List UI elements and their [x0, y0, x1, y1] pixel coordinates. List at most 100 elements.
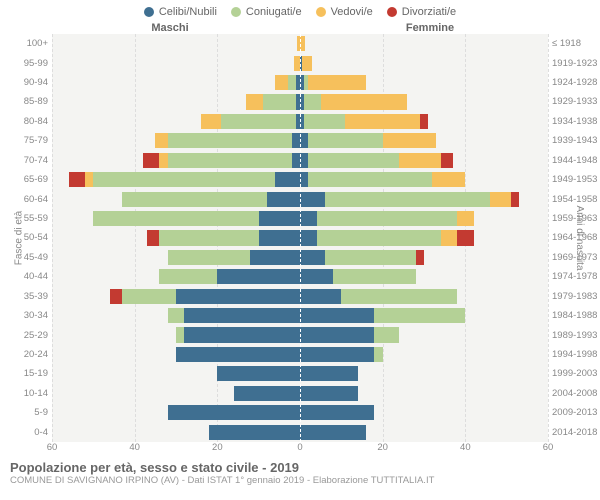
center-line — [300, 34, 301, 442]
bar-segment — [300, 308, 374, 323]
bar-stack — [300, 192, 519, 207]
bar-segment — [267, 192, 300, 207]
bar-segment — [300, 289, 341, 304]
bar-female — [300, 248, 548, 267]
yaxis-right-tick: 1924-1928 — [552, 73, 600, 92]
bar-male — [52, 325, 300, 344]
bar-stack — [246, 94, 300, 109]
bar-segment — [302, 56, 312, 71]
yaxis-left-tick: 95-99 — [0, 53, 48, 72]
bar-male — [52, 92, 300, 111]
gender-right-label: Femmine — [300, 22, 600, 34]
bar-segment — [317, 230, 441, 245]
bar-stack — [110, 289, 300, 304]
bar-segment — [374, 308, 465, 323]
yaxis-left-tick: 70-74 — [0, 151, 48, 170]
bar-segment — [317, 211, 458, 226]
bar-stack — [300, 366, 358, 381]
legend: Celibi/Nubili Coniugati/e Vedovi/e Divorzia… — [0, 0, 600, 22]
bar-segment — [300, 192, 325, 207]
bar-stack — [300, 94, 407, 109]
bar-segment — [300, 230, 317, 245]
bar-segment — [288, 75, 296, 90]
legend-label: Coniugati/e — [246, 6, 302, 18]
bar-stack — [300, 250, 424, 265]
bar-segment — [275, 172, 300, 187]
bar-male — [52, 364, 300, 383]
bar-segment — [221, 114, 295, 129]
legend-label: Celibi/Nubili — [159, 6, 217, 18]
bar-segment — [176, 327, 184, 342]
bar-segment — [333, 269, 416, 284]
legend-swatch — [387, 7, 397, 17]
bar-stack — [300, 133, 436, 148]
bar-female — [300, 286, 548, 305]
bar-male — [52, 384, 300, 403]
legend-item: Divorziati/e — [387, 6, 456, 18]
bar-segment — [69, 172, 86, 187]
bar-female — [300, 364, 548, 383]
bar-segment — [300, 211, 317, 226]
bar-segment — [93, 211, 258, 226]
yaxis-left-tick: 15-19 — [0, 364, 48, 383]
gender-left-label: Maschi — [0, 22, 300, 34]
bar-female — [300, 228, 548, 247]
gridline — [548, 34, 549, 442]
bar-segment — [325, 192, 490, 207]
bar-segment — [259, 211, 300, 226]
legend-item: Coniugati/e — [231, 6, 302, 18]
bar-segment — [304, 114, 345, 129]
bar-female — [300, 422, 548, 441]
yaxis-right-tick: 1929-1933 — [552, 92, 600, 111]
yaxis-left-tick: 25-29 — [0, 325, 48, 344]
footer: Popolazione per età, sesso e stato civil… — [0, 456, 600, 486]
ylabel-right: Anni di nascita — [574, 205, 585, 270]
yaxis-left-tick: 35-39 — [0, 286, 48, 305]
bar-segment — [441, 230, 458, 245]
bar-segment — [143, 153, 160, 168]
legend-swatch — [316, 7, 326, 17]
bar-segment — [308, 172, 432, 187]
bar-stack — [168, 250, 300, 265]
yaxis-right-tick: 1994-1998 — [552, 345, 600, 364]
legend-label: Divorziati/e — [402, 6, 456, 18]
bar-segment — [341, 289, 457, 304]
bar-stack — [300, 327, 399, 342]
bar-segment — [300, 386, 358, 401]
bar-segment — [300, 405, 374, 420]
bar-segment — [457, 230, 474, 245]
yaxis-right-tick: 1999-2003 — [552, 364, 600, 383]
xaxis-tick: 40 — [129, 442, 140, 453]
xaxis-tick: 0 — [297, 442, 302, 453]
yaxis-right-tick: 2004-2008 — [552, 384, 600, 403]
bar-female — [300, 306, 548, 325]
bar-female — [300, 73, 548, 92]
legend-swatch — [144, 7, 154, 17]
bar-segment — [420, 114, 428, 129]
bar-stack — [176, 327, 300, 342]
yaxis-left-tick: 85-89 — [0, 92, 48, 111]
bar-segment — [217, 366, 300, 381]
bar-segment — [176, 289, 300, 304]
bar-segment — [209, 425, 300, 440]
bar-segment — [490, 192, 511, 207]
yaxis-left: 100+95-9990-9485-8980-8475-7970-7465-696… — [0, 34, 52, 442]
bar-segment — [416, 250, 424, 265]
bar-male — [52, 403, 300, 422]
yaxis-left-tick: 60-64 — [0, 189, 48, 208]
bar-male — [52, 53, 300, 72]
bar-male — [52, 286, 300, 305]
bar-segment — [122, 192, 267, 207]
legend-item: Vedovi/e — [316, 6, 373, 18]
legend-item: Celibi/Nubili — [144, 6, 217, 18]
bar-male — [52, 228, 300, 247]
bar-segment — [85, 172, 93, 187]
bar-stack — [201, 114, 300, 129]
xaxis-tick: 60 — [543, 442, 554, 453]
bar-segment — [168, 153, 292, 168]
xaxis-ticks: 6040200204060 — [52, 442, 548, 456]
bar-female — [300, 345, 548, 364]
bar-stack — [168, 405, 300, 420]
bar-stack — [122, 192, 300, 207]
bar-stack — [300, 230, 474, 245]
